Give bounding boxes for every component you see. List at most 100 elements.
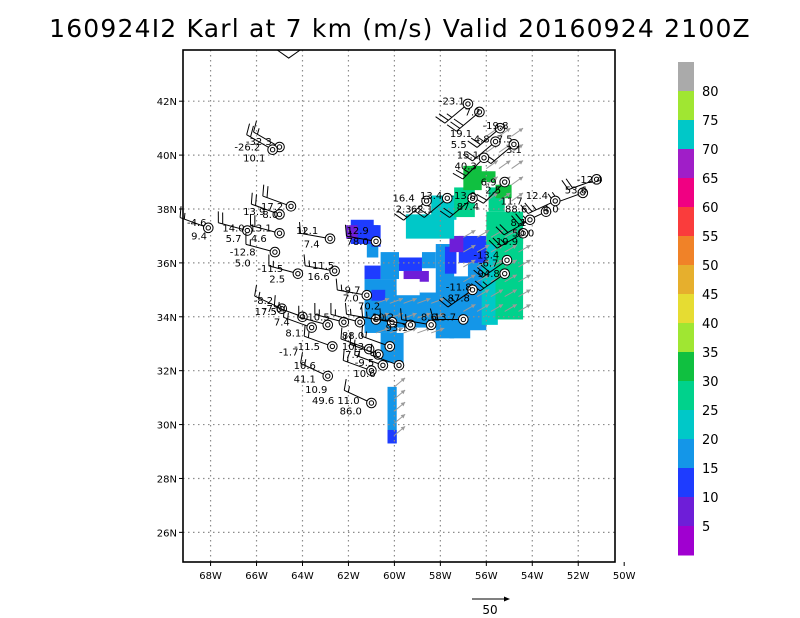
obs-label: -4.6 <box>187 218 207 229</box>
obs-label: 5.5 <box>451 140 467 151</box>
barb-flag <box>414 210 425 218</box>
barb-half-flag <box>365 331 367 338</box>
wind-vector-head <box>526 304 531 309</box>
barb-flag <box>462 153 473 162</box>
colorbar-segment <box>678 120 694 150</box>
wind-vector-head <box>512 304 517 309</box>
station-ring <box>306 322 317 333</box>
obs-label: 87.4 <box>457 202 479 213</box>
wind-vector-head <box>518 128 524 133</box>
barb-flag <box>354 343 357 356</box>
barb-flag <box>565 178 574 189</box>
barb-half-flag <box>353 339 356 346</box>
station-ring <box>292 268 304 279</box>
obs-label: 70.2 <box>358 302 380 313</box>
wind-vector-head <box>484 289 490 294</box>
y-tick-label: 28N <box>157 474 177 485</box>
obs-label: 12.1 <box>296 226 318 237</box>
obs-label: 78.0 <box>347 237 369 248</box>
station-ring-inner <box>469 287 476 293</box>
station-ring-inner <box>444 195 450 201</box>
station-ring-inner <box>428 322 434 328</box>
obs-label: 8.0 <box>262 210 278 221</box>
wind-vector-head <box>512 274 517 279</box>
x-tick-label: 64W <box>291 571 314 582</box>
wind-vector-head <box>470 245 476 250</box>
station-ring-inner <box>325 373 331 379</box>
wind-vector-head <box>470 274 476 279</box>
axes: 68W 66W 64W 62W 60W 58W 56W 54W 52W 50W 26N 28N 30N 3… <box>157 97 636 582</box>
wind-vector-head <box>512 289 517 294</box>
barb-flag <box>250 192 253 205</box>
barb-flag <box>520 204 529 214</box>
barb-flag <box>443 207 454 216</box>
obs-label: 9.4 <box>191 231 207 242</box>
obs-label: 19.9 <box>496 237 518 248</box>
reference-vector: 50 <box>472 596 510 617</box>
barb-half-flag <box>256 128 260 135</box>
wind-vector-head <box>484 274 490 279</box>
barb-half-flag <box>346 355 349 363</box>
barb-flag <box>511 215 520 225</box>
obs-label: 13.9 <box>243 207 265 218</box>
obs-label: 13.4 <box>420 191 442 202</box>
barb-flag <box>262 184 265 197</box>
obs-label: 86.0 <box>340 407 362 418</box>
colorbar-segment <box>678 178 694 208</box>
station-ring <box>269 246 281 258</box>
barb-flag <box>442 296 452 305</box>
obs-label: 8.1 <box>285 328 301 339</box>
station-ring <box>524 214 536 226</box>
barb-flag <box>455 169 467 177</box>
obs-label: 7.2 <box>465 107 481 118</box>
wind-vector-head <box>439 312 445 317</box>
barb-flag <box>474 280 485 289</box>
barb-flag <box>446 124 457 132</box>
obs-label: -32.3 <box>246 137 272 148</box>
barb-flag <box>524 202 533 213</box>
obs-label: 7.0 <box>343 293 359 304</box>
x-tick-label: 60W <box>383 571 406 582</box>
obs-label: 11.0 <box>337 396 359 407</box>
barb-half-flag <box>258 291 261 299</box>
obs-label: -11.5 <box>294 342 320 353</box>
reference-arrow-head <box>504 596 510 602</box>
station-ring <box>425 319 437 331</box>
colorbar-segment <box>678 439 694 469</box>
obs-label: 3.1 <box>506 145 522 156</box>
colorbar-segment <box>678 410 694 440</box>
colorbar-label: 20 <box>702 433 719 448</box>
obs-label: 10.6 <box>353 369 375 380</box>
y-tick-label: 38N <box>157 205 177 216</box>
obs-label: 50.0 <box>512 229 534 240</box>
barb-flag <box>499 224 509 233</box>
barb-flag <box>253 120 257 133</box>
colorbar-label: 25 <box>702 404 719 419</box>
wind-vector-head <box>470 304 476 309</box>
barb-half-flag <box>183 212 186 220</box>
barb-flag <box>344 224 347 237</box>
station-ring-inner <box>327 235 333 242</box>
colorbar-label: 55 <box>702 230 719 245</box>
barb-flag <box>473 269 483 278</box>
station-ring-inner <box>527 217 533 223</box>
station-ring <box>329 265 340 277</box>
station-ring-inner <box>502 270 508 277</box>
chart-title: 160924I2 Karl at 7 km (m/s) Valid 201609… <box>49 14 751 43</box>
wind-vector-head <box>384 297 390 302</box>
obs-label: -13.1 <box>246 223 272 234</box>
obs-label: -12.8 <box>230 248 256 259</box>
wind-vector-head <box>518 192 524 197</box>
wind-vector-head <box>412 312 417 317</box>
barb-flag <box>466 151 477 159</box>
speed-cell <box>387 429 397 444</box>
station-ring <box>462 98 474 110</box>
station-ring <box>494 122 506 134</box>
station-ring <box>591 174 602 185</box>
barb-half-flag <box>500 238 506 245</box>
wind-vector-head <box>426 297 431 302</box>
barb-half-flag <box>358 350 361 357</box>
station-ring <box>421 195 432 207</box>
barb-flag <box>400 308 403 320</box>
